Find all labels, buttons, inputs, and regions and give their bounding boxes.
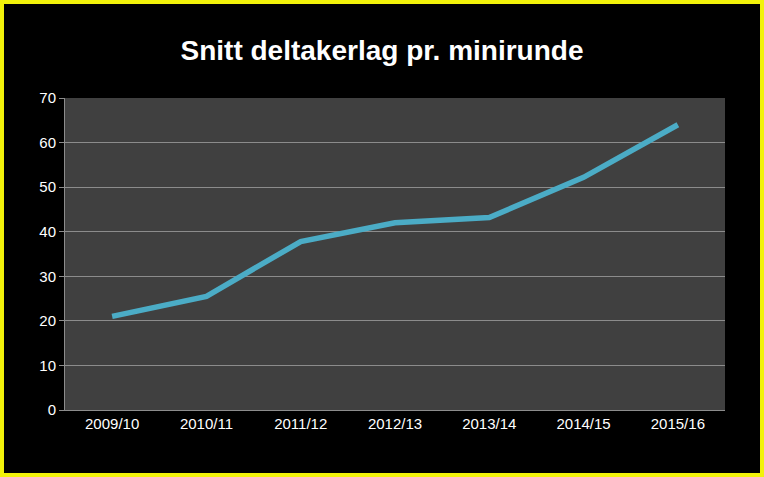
svg-text:10: 10 (39, 357, 56, 374)
svg-text:2015/16: 2015/16 (651, 415, 705, 432)
svg-text:40: 40 (39, 223, 56, 240)
svg-text:2014/15: 2014/15 (556, 415, 610, 432)
svg-text:60: 60 (39, 134, 56, 151)
svg-text:2012/13: 2012/13 (368, 415, 422, 432)
svg-text:30: 30 (39, 268, 56, 285)
svg-text:2013/14: 2013/14 (462, 415, 516, 432)
svg-text:Snitt deltakerlag pr. minirund: Snitt deltakerlag pr. minirunde (181, 35, 584, 66)
svg-text:20: 20 (39, 312, 56, 329)
svg-text:2011/12: 2011/12 (274, 415, 327, 432)
svg-text:50: 50 (39, 178, 56, 195)
svg-text:0: 0 (48, 401, 56, 418)
svg-text:70: 70 (39, 89, 56, 106)
svg-text:2010/11: 2010/11 (180, 415, 233, 432)
svg-text:2009/10: 2009/10 (85, 415, 139, 432)
